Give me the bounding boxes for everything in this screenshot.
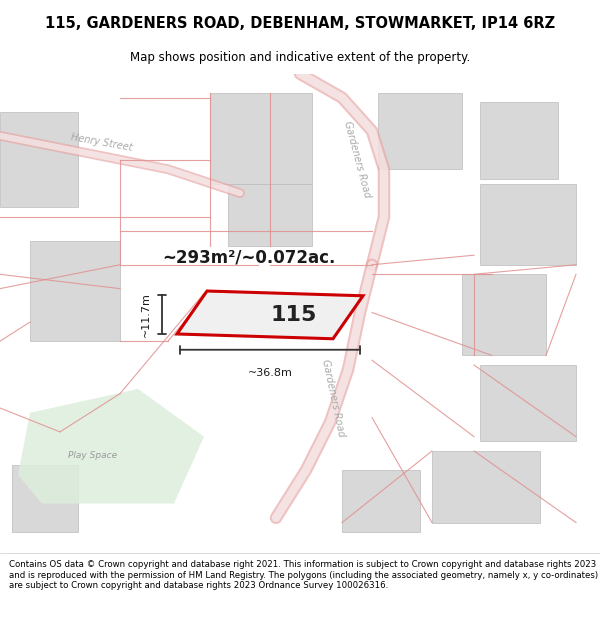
Text: ~11.7m: ~11.7m [141, 292, 151, 337]
Text: ~36.8m: ~36.8m [248, 368, 292, 378]
Text: Gardeners Road: Gardeners Road [320, 359, 346, 438]
Text: Henry Street: Henry Street [70, 132, 134, 153]
Text: Play Space: Play Space [68, 451, 118, 460]
Text: Gardeners Road: Gardeners Road [342, 120, 372, 199]
Polygon shape [177, 291, 363, 339]
Polygon shape [30, 241, 120, 341]
Polygon shape [480, 102, 558, 179]
Polygon shape [480, 365, 576, 441]
Polygon shape [342, 470, 420, 532]
Polygon shape [18, 389, 204, 504]
Polygon shape [432, 451, 540, 522]
Text: Contains OS data © Crown copyright and database right 2021. This information is : Contains OS data © Crown copyright and d… [9, 560, 598, 590]
Text: 115: 115 [271, 305, 317, 325]
Text: Map shows position and indicative extent of the property.: Map shows position and indicative extent… [130, 51, 470, 64]
Polygon shape [12, 465, 78, 532]
Text: ~293m²/~0.072ac.: ~293m²/~0.072ac. [162, 249, 335, 267]
Polygon shape [228, 184, 312, 246]
Polygon shape [0, 112, 78, 208]
Text: 115, GARDENERS ROAD, DEBENHAM, STOWMARKET, IP14 6RZ: 115, GARDENERS ROAD, DEBENHAM, STOWMARKE… [45, 16, 555, 31]
Polygon shape [480, 184, 576, 265]
Polygon shape [210, 93, 312, 184]
Polygon shape [462, 274, 546, 356]
Polygon shape [378, 93, 462, 169]
